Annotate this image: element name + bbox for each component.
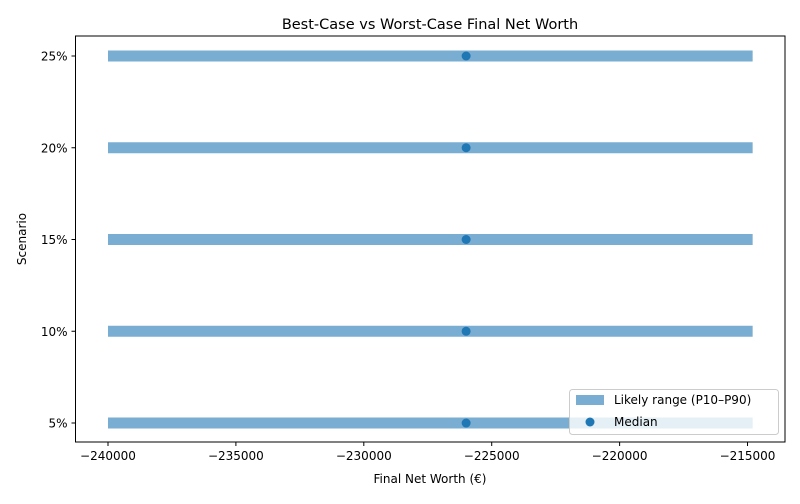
- x-tick-label: −215000: [720, 449, 776, 463]
- range-bar: [107, 142, 753, 154]
- x-tick-label: −220000: [592, 449, 648, 463]
- legend: Likely range (P10–P90) Median: [569, 389, 779, 435]
- legend-range-label: Likely range (P10–P90): [614, 393, 751, 407]
- x-tick-label: −225000: [464, 449, 520, 463]
- y-axis-label: Scenario: [15, 213, 29, 265]
- range-bar: [107, 234, 753, 246]
- legend-box: [569, 389, 779, 435]
- y-tick-label: 15%: [41, 233, 68, 247]
- y-tick-label: 10%: [41, 325, 68, 339]
- y-tick-label: 20%: [41, 141, 68, 155]
- median-point: [461, 51, 471, 61]
- x-axis-label: Final Net Worth (€): [374, 472, 487, 486]
- range-bar: [107, 50, 753, 62]
- median-point: [461, 418, 471, 428]
- x-tick-label: −230000: [336, 449, 392, 463]
- range-bar: [107, 417, 753, 429]
- x-tick-label: −235000: [208, 449, 264, 463]
- legend-range-swatch: [576, 395, 604, 405]
- plot-frame: [75, 35, 786, 443]
- median-point: [461, 326, 471, 336]
- y-tick-label: 25%: [41, 50, 68, 64]
- legend-median-label: Median: [614, 415, 658, 429]
- y-tick-label: 5%: [48, 417, 67, 431]
- chart-title: Best-Case vs Worst-Case Final Net Worth: [282, 17, 578, 33]
- legend-median-marker: [585, 417, 595, 427]
- median-point: [461, 143, 471, 153]
- x-tick-label: −240000: [80, 449, 136, 463]
- range-bar: [107, 325, 753, 337]
- median-point: [461, 235, 471, 245]
